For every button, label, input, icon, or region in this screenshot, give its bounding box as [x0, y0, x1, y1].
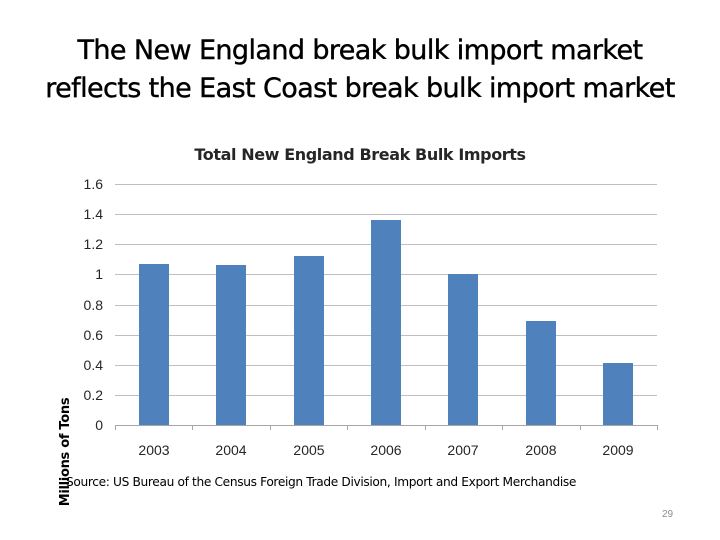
- y-tick-label: 0.2: [83, 387, 103, 403]
- bar-2005: [294, 256, 324, 425]
- source-note: Source: US Bureau of the Census Foreign …: [66, 475, 577, 489]
- x-tick-label: 2009: [602, 442, 634, 458]
- slide-title: The New England break bulk import market…: [0, 32, 720, 108]
- y-tick-label: 1.6: [83, 176, 103, 192]
- x-axis-line: [115, 425, 657, 426]
- bar-2008: [526, 321, 556, 425]
- gridline: [115, 214, 657, 215]
- plot-area: 0 0.2 0.4 0.6 0.8 1 1.2 1.4 1.6 2003 2004 2005 2006 2…: [84, 177, 658, 458]
- x-tick-mark: [192, 425, 193, 430]
- x-tick-mark: [425, 425, 426, 430]
- bar-2006: [371, 220, 401, 425]
- bar-chart: Total New England Break Bulk Imports Mil…: [58, 140, 680, 506]
- x-tick-label: 2003: [138, 442, 170, 458]
- y-tick-label: 0: [95, 417, 103, 433]
- x-tick-mark: [502, 425, 503, 430]
- x-tick-label: 2005: [293, 442, 325, 458]
- bar-2009: [603, 363, 633, 425]
- x-tick-mark: [580, 425, 581, 430]
- x-tick-label: 2004: [215, 442, 247, 458]
- chart-title: Total New England Break Bulk Imports: [194, 145, 526, 164]
- x-tick-label: 2008: [525, 442, 557, 458]
- x-tick-mark: [115, 425, 116, 430]
- slide-title-line-1: The New England break bulk import market: [77, 35, 643, 66]
- bar-2004: [216, 265, 246, 425]
- bar-2003: [139, 264, 169, 425]
- y-tick-label: 0.8: [83, 297, 103, 313]
- y-tick-label: 1: [95, 266, 103, 282]
- y-tick-label: 0.6: [83, 327, 103, 343]
- x-tick-mark: [347, 425, 348, 430]
- gridline: [115, 184, 657, 185]
- x-tick-mark: [270, 425, 271, 430]
- y-tick-label: 0.4: [83, 357, 103, 373]
- slide-title-line-2: reflects the East Coast break bulk impor…: [45, 73, 675, 104]
- y-tick-label: 1.4: [83, 206, 103, 222]
- y-tick-label: 1.2: [83, 236, 103, 252]
- page-number: 29: [662, 509, 674, 520]
- bar-2007: [448, 274, 478, 425]
- x-tick-mark: [657, 425, 658, 430]
- x-tick-label: 2007: [447, 442, 479, 458]
- y-axis-label: Millions of Tons: [58, 397, 73, 507]
- x-tick-label: 2006: [370, 442, 402, 458]
